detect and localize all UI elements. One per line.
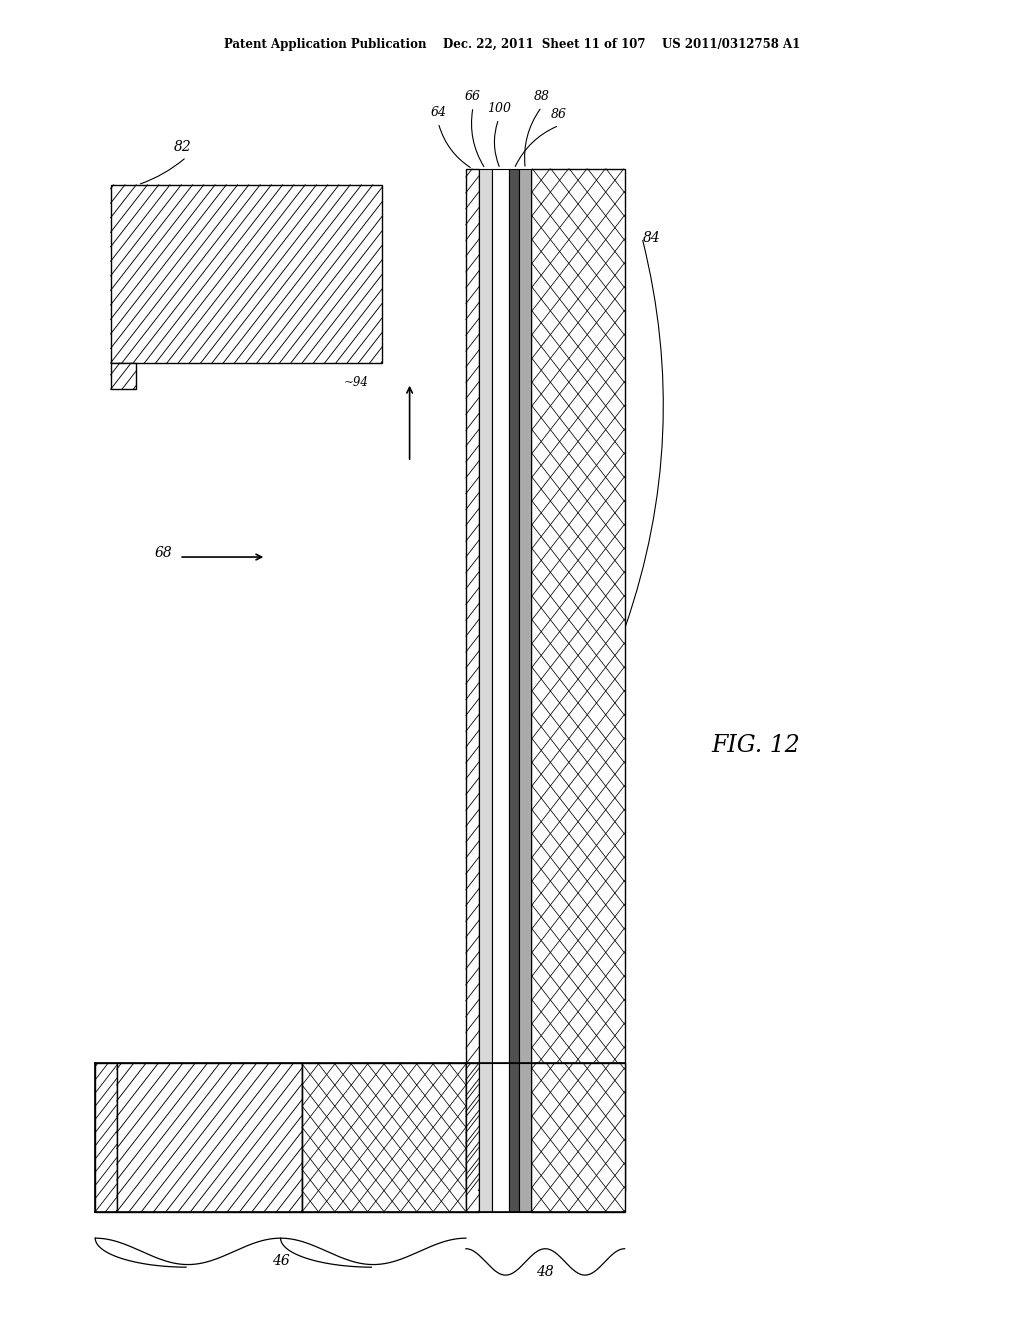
Bar — [95, 1063, 117, 1212]
Bar — [519, 1063, 531, 1212]
Bar — [492, 169, 509, 1191]
Bar — [509, 169, 519, 1191]
Bar — [479, 1063, 492, 1212]
Text: 100: 100 — [486, 102, 511, 115]
Bar — [519, 169, 531, 1191]
Bar — [509, 1063, 519, 1212]
Bar — [531, 1063, 625, 1212]
Text: 82: 82 — [174, 140, 191, 154]
Text: 48: 48 — [537, 1265, 554, 1279]
Text: 46: 46 — [271, 1254, 290, 1269]
Text: ~94: ~94 — [344, 376, 369, 389]
Text: 66: 66 — [465, 90, 481, 103]
Text: 68: 68 — [155, 546, 172, 560]
Text: Patent Application Publication    Dec. 22, 2011  Sheet 11 of 107    US 2011/0312: Patent Application Publication Dec. 22, … — [224, 38, 800, 51]
Text: 64: 64 — [430, 106, 446, 119]
Bar — [466, 1063, 479, 1212]
Bar — [117, 1063, 302, 1212]
Bar — [479, 169, 492, 1191]
Text: ~80: ~80 — [352, 1126, 381, 1150]
Bar — [466, 169, 479, 1191]
Bar — [302, 1063, 466, 1212]
Text: ~78: ~78 — [201, 1126, 229, 1150]
Text: 88: 88 — [534, 90, 550, 103]
Text: ~78: ~78 — [231, 256, 260, 280]
Bar — [531, 169, 625, 1191]
Text: 84: 84 — [643, 231, 660, 244]
Bar — [111, 185, 382, 363]
Bar — [492, 1063, 509, 1212]
Text: FIG. 12: FIG. 12 — [712, 734, 801, 758]
Bar — [111, 363, 136, 389]
Text: 86: 86 — [551, 108, 567, 121]
